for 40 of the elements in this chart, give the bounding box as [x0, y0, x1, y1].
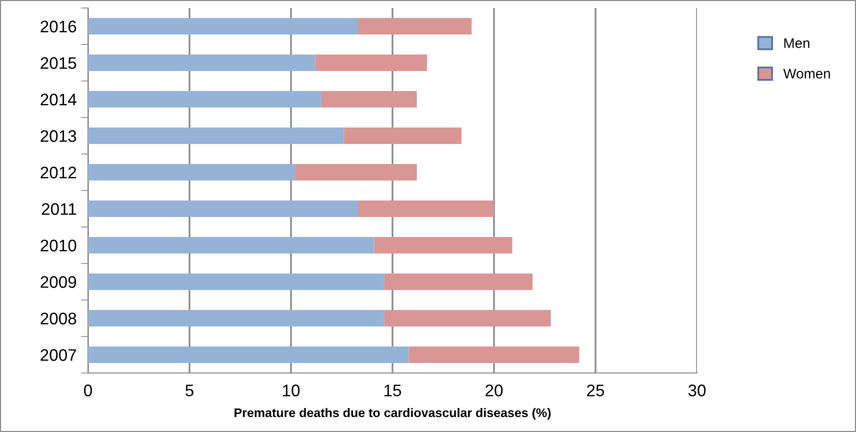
- y-tick-label: 2008: [40, 312, 76, 324]
- y-tick-label: 2016: [40, 20, 76, 32]
- x-tick-label: 10: [283, 384, 300, 396]
- bar: [88, 18, 358, 34]
- bar: [384, 310, 551, 326]
- bar: [358, 18, 472, 34]
- bar: [88, 310, 384, 326]
- bar: [374, 237, 512, 254]
- legend-label: Women: [783, 68, 830, 79]
- x-tick-label: 20: [486, 384, 503, 396]
- bar: [88, 164, 296, 180]
- bar: [321, 91, 417, 108]
- y-tick-label: 2011: [42, 203, 76, 215]
- y-tick-label: 2007: [40, 349, 76, 361]
- y-tick-label: 2010: [40, 240, 76, 252]
- bar: [408, 346, 580, 363]
- bar: [88, 346, 409, 363]
- bar: [88, 200, 358, 217]
- x-tick-label: 5: [186, 384, 194, 396]
- bar: [315, 54, 428, 71]
- x-tick-label: 15: [384, 384, 402, 396]
- bar: [88, 128, 344, 144]
- x-tick-label: 30: [688, 384, 706, 396]
- bar: [88, 54, 316, 71]
- bar: [88, 274, 384, 290]
- bar: [88, 91, 322, 108]
- y-tick-label: 2014: [40, 94, 76, 106]
- x-tick-label: 25: [587, 384, 604, 396]
- bar: [358, 200, 494, 217]
- x-tick-label: 0: [84, 384, 92, 396]
- bar: [384, 274, 533, 290]
- x-axis-title: Premature deaths due to cardiovascular diseases (%): [234, 408, 551, 420]
- legend-label: Men: [784, 38, 810, 48]
- bar: [344, 128, 462, 144]
- y-tick-label: 2009: [40, 276, 76, 288]
- y-tick-label: 2013: [40, 130, 76, 142]
- bar: [295, 164, 417, 180]
- bar: [88, 237, 374, 254]
- y-tick-label: 2012: [40, 166, 76, 178]
- y-tick-label: 2015: [40, 57, 76, 69]
